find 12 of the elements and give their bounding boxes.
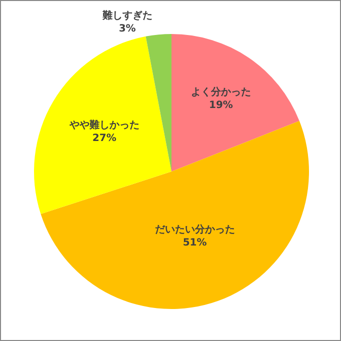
pie-slice	[34, 36, 172, 214]
pie-slice	[172, 34, 300, 172]
data-label: 3%	[118, 24, 136, 35]
data-label: 27%	[92, 133, 116, 144]
pie-slice	[146, 34, 172, 172]
slice-label: 難しすぎた	[101, 10, 152, 22]
slice-label: よく分かった	[190, 86, 251, 98]
pie-slice	[40, 120, 309, 309]
data-label: 19%	[209, 100, 233, 112]
data-label: 51%	[182, 238, 207, 249]
slice-label: だいたい分かった	[154, 224, 235, 236]
slice-label: やや難しかった	[68, 119, 140, 132]
